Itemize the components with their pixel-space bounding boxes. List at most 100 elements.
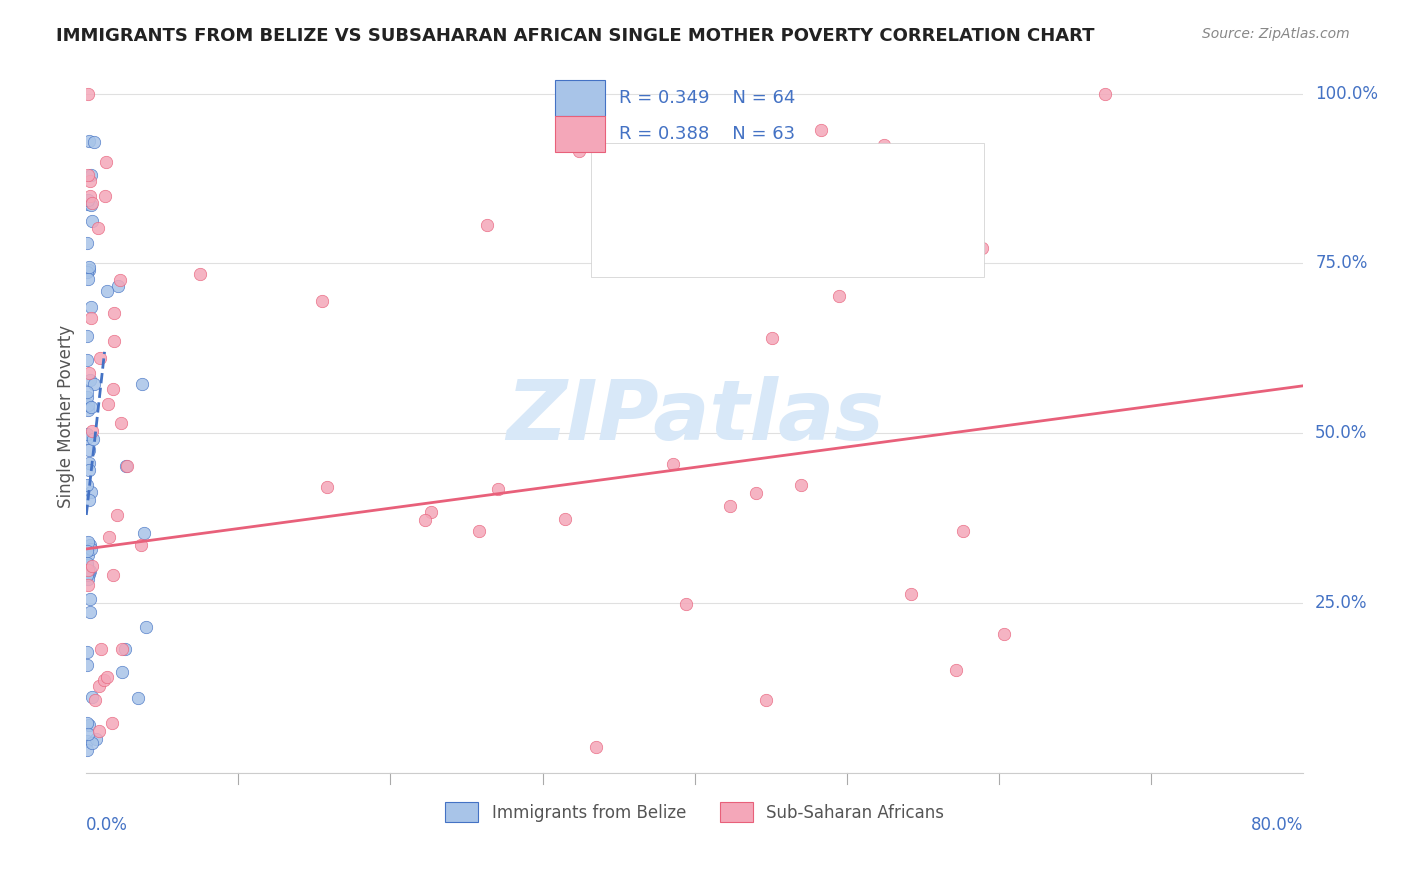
Point [993, 627, 1015, 641]
Point [80, 196, 103, 211]
Point [77, 366, 100, 380]
Point [111, 665, 134, 679]
Point [76, 87, 98, 101]
Point [110, 416, 132, 430]
Point [89, 351, 111, 365]
Point [76, 478, 98, 492]
Point [79, 564, 101, 578]
Point [316, 480, 339, 494]
Point [103, 334, 125, 348]
Point [486, 482, 509, 496]
Point [77, 398, 100, 412]
Point [76, 727, 98, 741]
Point [76, 431, 98, 445]
Point [97, 397, 120, 411]
Point [79, 462, 101, 476]
Point [76, 734, 98, 748]
Point [96, 284, 118, 298]
Point [420, 505, 443, 519]
Point [755, 693, 778, 707]
Point [80, 558, 103, 573]
Point [80, 168, 103, 182]
Point [76, 427, 98, 442]
Point [79, 174, 101, 188]
Point [76, 715, 98, 730]
Text: Source: ZipAtlas.com: Source: ZipAtlas.com [1202, 27, 1350, 41]
Point [108, 273, 131, 287]
Point [93, 673, 115, 687]
Point [134, 526, 156, 541]
Text: R = 0.388    N = 63: R = 0.388 N = 63 [619, 125, 794, 143]
Text: 25.0%: 25.0% [1315, 594, 1368, 612]
Point [79, 372, 101, 386]
Point [662, 457, 685, 471]
Point [114, 641, 136, 656]
Point [77, 260, 100, 274]
Text: 0.0%: 0.0% [86, 816, 128, 834]
Point [77, 134, 100, 148]
Point [79, 718, 101, 732]
Point [86, 221, 108, 235]
Point [76, 558, 98, 573]
Text: R = 0.349    N = 64: R = 0.349 N = 64 [619, 89, 794, 107]
Point [952, 524, 974, 538]
Text: IMMIGRANTS FROM BELIZE VS SUBSAHARAN AFRICAN SINGLE MOTHER POVERTY CORRELATION C: IMMIGRANTS FROM BELIZE VS SUBSAHARAN AFR… [56, 27, 1095, 45]
Text: 80.0%: 80.0% [1251, 816, 1303, 834]
Point [103, 383, 125, 397]
Point [101, 568, 124, 582]
Point [83, 135, 105, 149]
Point [873, 137, 896, 152]
Point [107, 278, 129, 293]
Point [76, 568, 98, 582]
Point [105, 508, 128, 523]
Point [76, 657, 98, 672]
Point [790, 478, 813, 492]
Point [718, 499, 741, 513]
Point [810, 122, 832, 136]
Text: ZIPatlas: ZIPatlas [506, 376, 883, 457]
Point [945, 663, 967, 677]
Point [744, 485, 766, 500]
Point [76, 566, 98, 580]
Point [828, 288, 851, 302]
Point [80, 690, 103, 705]
Point [127, 691, 149, 706]
Point [76, 197, 98, 211]
Point [96, 670, 118, 684]
Point [970, 241, 993, 255]
Point [80, 198, 103, 212]
Point [80, 424, 103, 438]
Point [641, 262, 664, 277]
Point [900, 587, 922, 601]
Point [77, 443, 100, 458]
Point [77, 403, 100, 417]
Point [87, 723, 110, 738]
Point [80, 301, 103, 315]
Point [84, 731, 107, 746]
Point [76, 543, 98, 558]
Text: 100.0%: 100.0% [1315, 85, 1378, 103]
Point [76, 390, 98, 404]
Point [111, 642, 134, 657]
Point [77, 492, 100, 507]
Point [94, 188, 117, 202]
Point [76, 194, 98, 208]
Point [585, 739, 607, 754]
Point [76, 168, 98, 182]
Point [76, 743, 98, 757]
Point [79, 263, 101, 277]
Point [77, 272, 100, 286]
Text: 50.0%: 50.0% [1315, 425, 1368, 442]
Point [84, 693, 107, 707]
Point [80, 214, 103, 228]
Y-axis label: Single Mother Poverty: Single Mother Poverty [58, 325, 75, 508]
Point [80, 310, 103, 325]
Point [115, 458, 138, 473]
Point [77, 572, 100, 586]
Point [77, 456, 100, 470]
Point [76, 329, 98, 343]
Point [76, 352, 98, 367]
Point [675, 597, 697, 611]
Point [79, 485, 101, 500]
Point [188, 268, 211, 282]
